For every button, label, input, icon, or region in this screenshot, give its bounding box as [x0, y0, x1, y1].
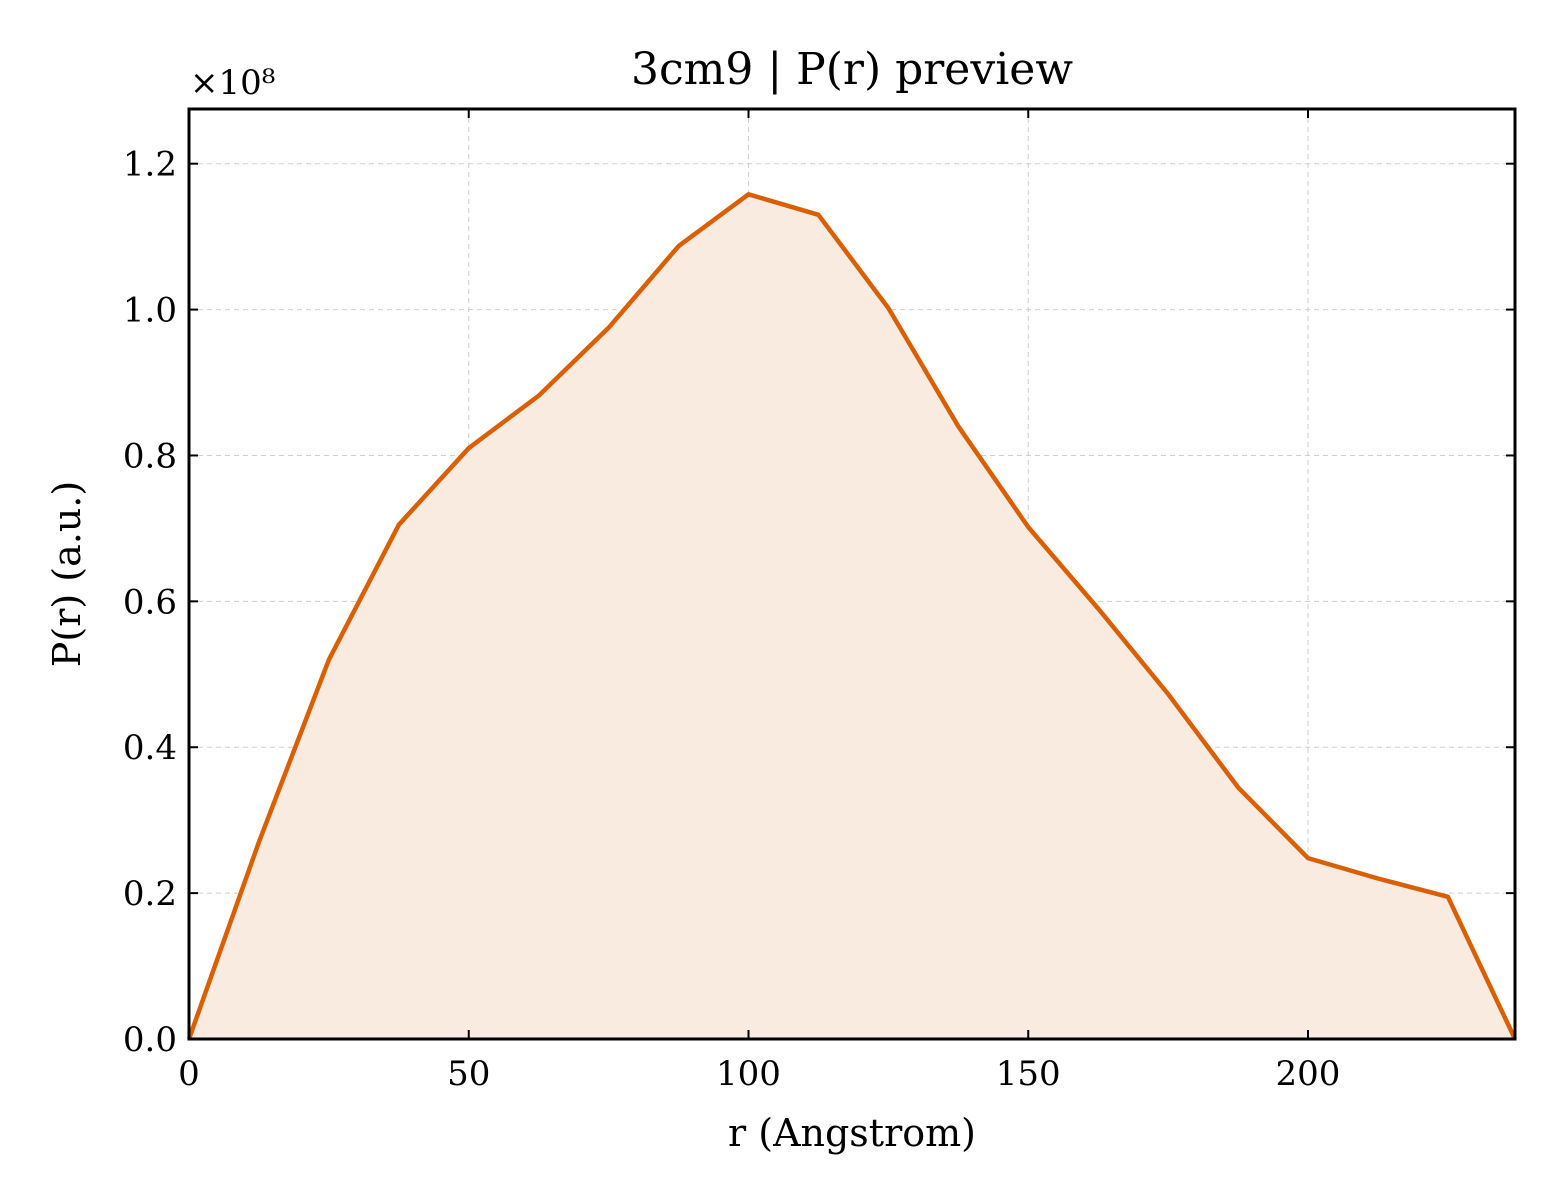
x-tick-label: 0	[178, 1054, 200, 1094]
x-axis-label: r (Angstrom)	[728, 1111, 976, 1155]
y-tick-label: 0.0	[123, 1020, 177, 1060]
x-tick-label: 50	[447, 1054, 490, 1094]
series-line	[186, 192, 1518, 1040]
y-tick-label: 1.0	[123, 291, 177, 331]
plot-frame	[187, 107, 1517, 1041]
x-tick-label: 100	[716, 1054, 781, 1094]
x-tick-label: 150	[996, 1054, 1061, 1094]
y-tick-label: 0.6	[123, 582, 177, 622]
x-tick-label: 200	[1276, 1054, 1341, 1094]
y-tick-label: 0.2	[123, 874, 177, 914]
y-tick-label: 1.2	[123, 145, 177, 185]
y-tick-label: 0.8	[123, 436, 177, 476]
y-axis-label: P(r) (a.u.)	[45, 481, 89, 667]
series-area-fill	[189, 194, 1515, 1040]
y-axis-offset-label: ×10⁸	[190, 63, 275, 103]
y-tick-label: 0.4	[123, 728, 177, 768]
chart-title: 3cm9 | P(r) preview	[631, 44, 1073, 95]
axis-ticks: 0 50 100 150 200 0.0 0.2 0.4 0.6 0.8 1.0 1.2	[123, 109, 1515, 1094]
